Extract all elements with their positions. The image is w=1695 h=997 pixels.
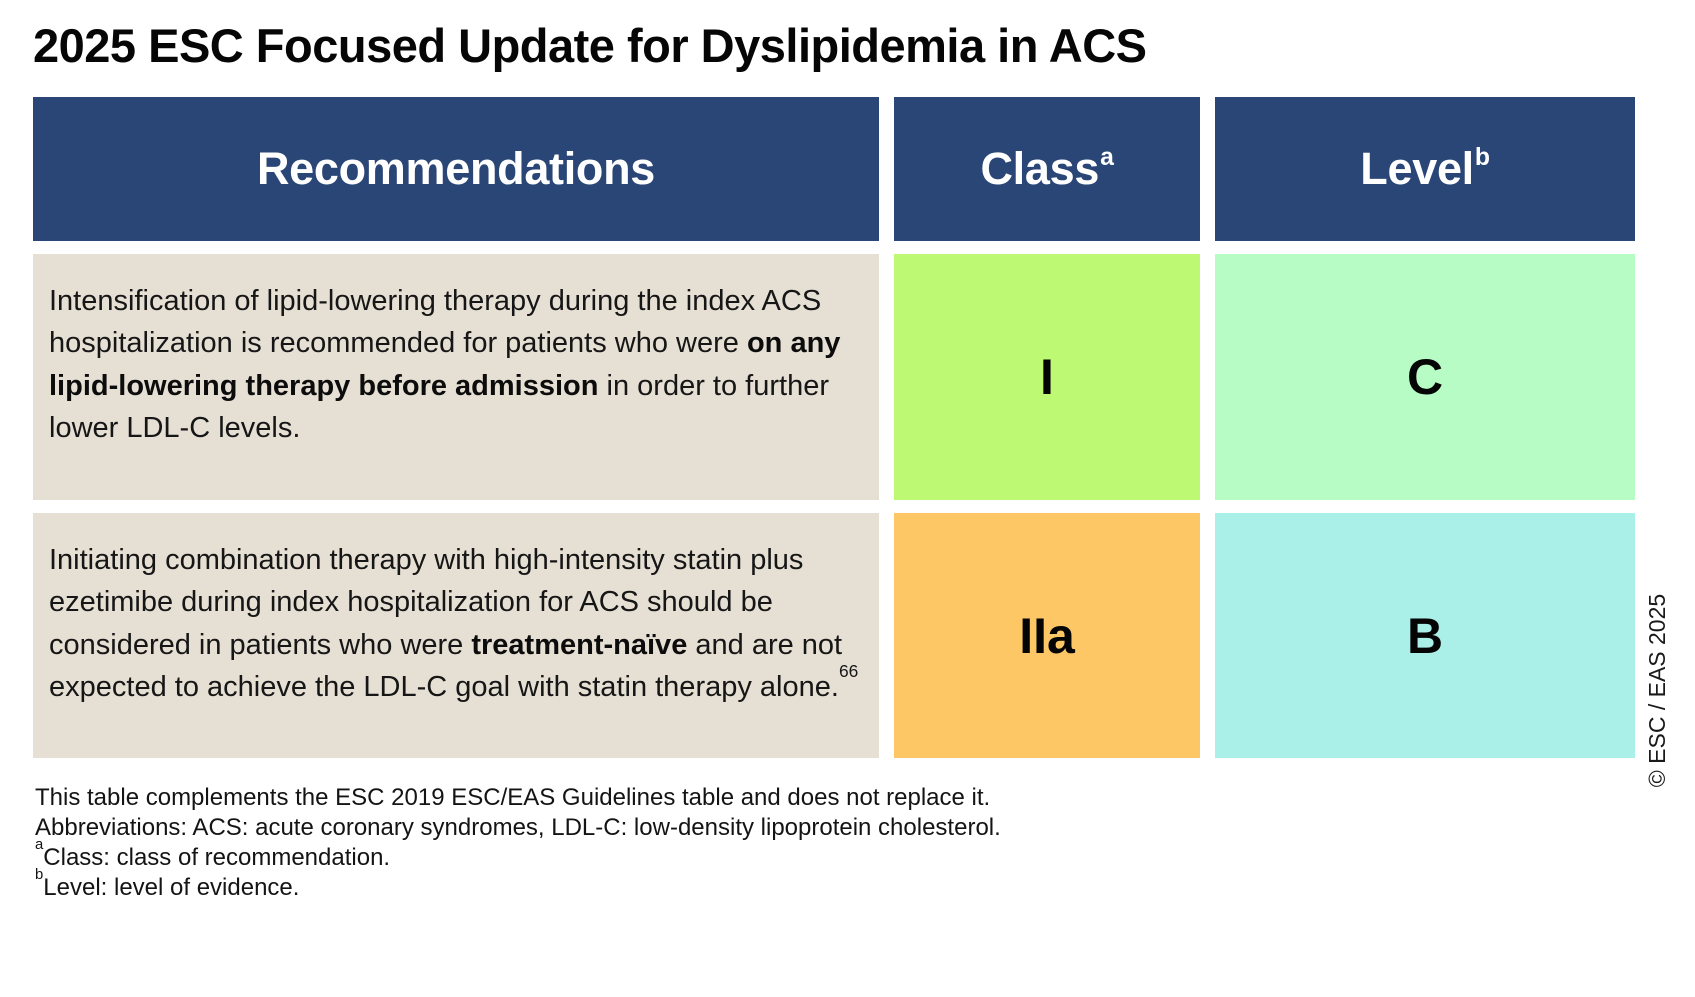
level-cell-row-2: B: [1215, 513, 1635, 758]
recommendation-text-row-1: Intensification of lipid-lowering therap…: [33, 254, 879, 500]
recommendations-table: Recommendations Class a Level b Intensific…: [33, 97, 1635, 758]
copyright-vertical: © ESC / EAS 2025: [1630, 560, 1686, 820]
page-title: 2025 ESC Focused Update for Dyslipidemia…: [33, 19, 1147, 72]
recommendation-text-row-2: Initiating combination therapy with high…: [33, 513, 879, 758]
footnotes: This table complements the ESC 2019 ESC/…: [35, 783, 1001, 903]
footnote-class-definition: aClass: class of recommendation.: [35, 837, 391, 871]
footnote-abbreviations: Abbreviations: ACS: acute coronary syndr…: [35, 814, 1001, 841]
copyright-text: © ESC / EAS 2025: [1644, 593, 1671, 787]
footnote-level-definition: bLevel: level of evidence.: [35, 867, 300, 901]
class-cell-row-1: I: [894, 254, 1200, 500]
footnote-complement-note: This table complements the ESC 2019 ESC/…: [35, 784, 991, 811]
column-header-level: Level b: [1215, 97, 1635, 241]
column-header-class: Class a: [894, 97, 1200, 241]
level-cell-row-1: C: [1215, 254, 1635, 500]
column-header-recommendations: Recommendations: [33, 97, 879, 241]
class-cell-row-2: IIa: [894, 513, 1200, 758]
